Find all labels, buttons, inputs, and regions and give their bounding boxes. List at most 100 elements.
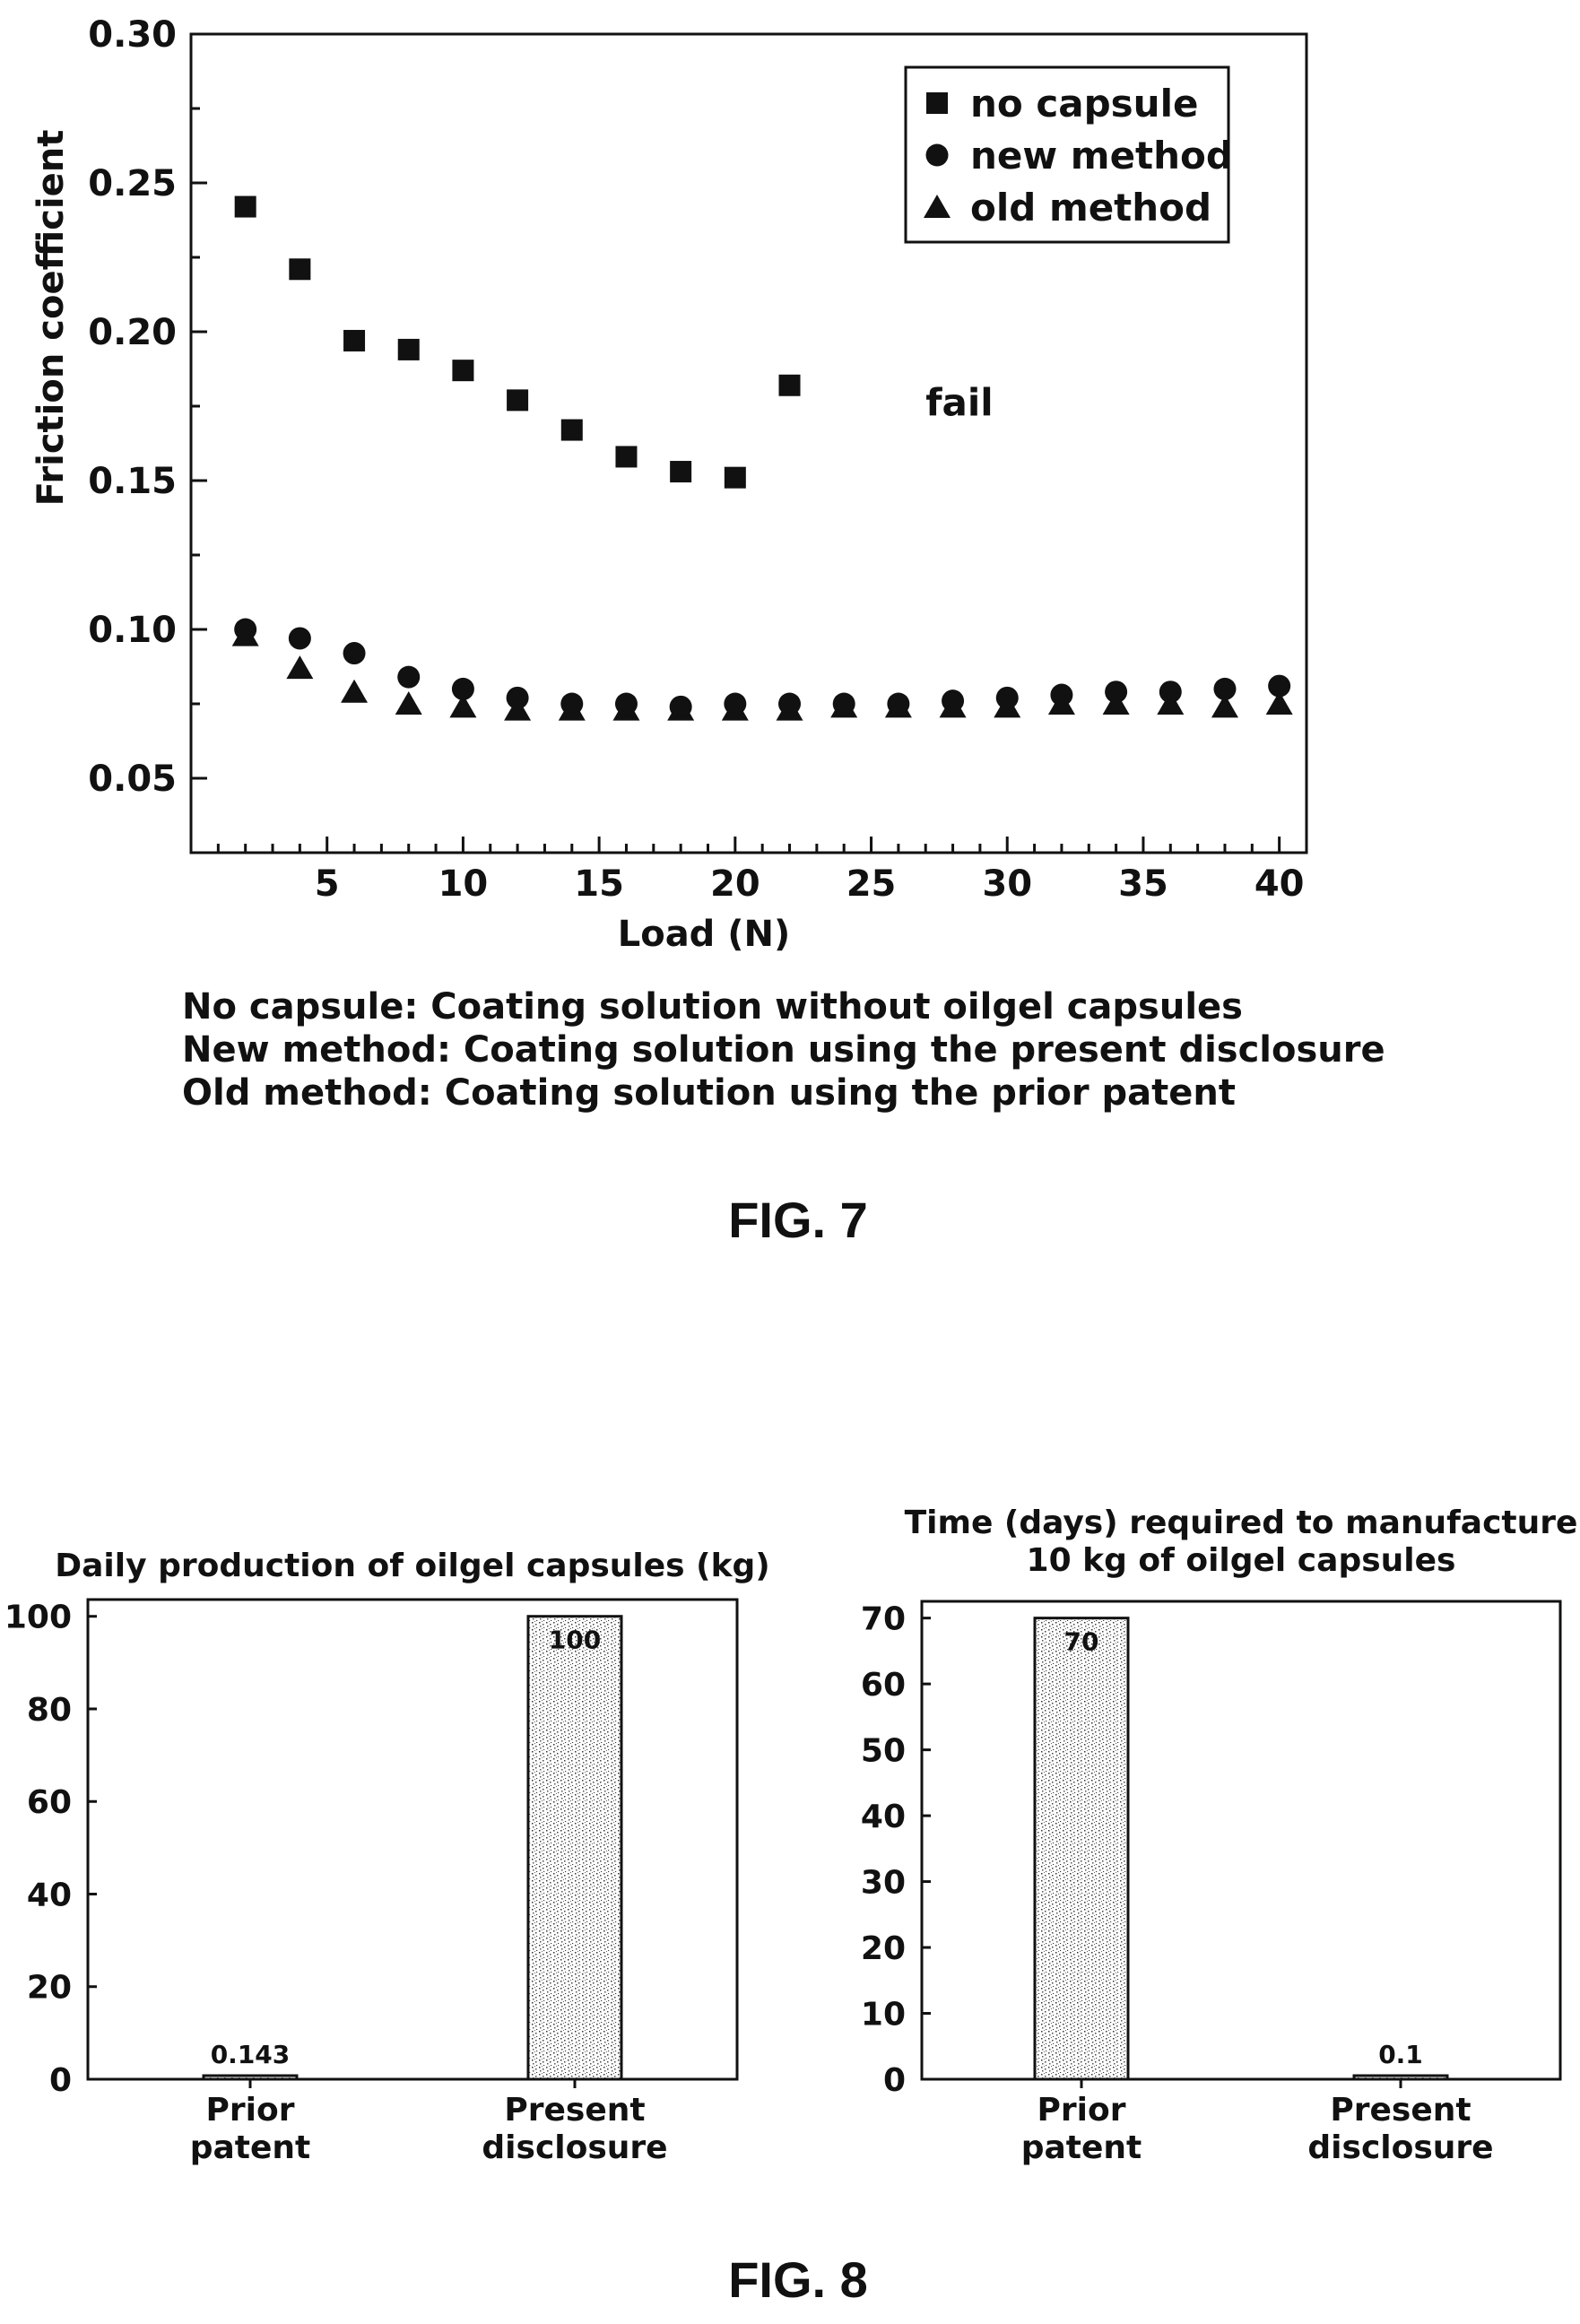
point-circle (343, 642, 366, 665)
point-circle (288, 627, 311, 650)
y-tick-label: 50 (861, 1733, 906, 1770)
chart-title: Time (days) required to manufacture (905, 1505, 1578, 1541)
category-label: patent (1021, 2129, 1142, 2166)
series-old-method (231, 622, 1293, 721)
chart-title: Daily production of oilgel capsules (kg) (55, 1548, 769, 1584)
fig8-daily-production-bar-chart: Daily production of oilgel capsules (kg)… (4, 1548, 770, 2166)
y-tick-label: 0.30 (88, 14, 177, 56)
category-label: Present (504, 2092, 645, 2129)
point-circle (1213, 677, 1237, 700)
point-circle (832, 692, 855, 715)
point-square (507, 389, 529, 412)
fig8-caption: FIG. 8 (728, 2251, 868, 2308)
chart-title: 10 kg of oilgel capsules (1027, 1542, 1456, 1579)
fig7-note-new-method: New method: Coating solution using the p… (182, 1029, 1385, 1071)
fail-annotation: fail (925, 381, 993, 425)
point-circle (1268, 674, 1291, 698)
point-circle (778, 692, 802, 715)
y-tick-label: 0.25 (88, 163, 177, 204)
plot-frame (920, 1600, 1562, 2081)
y-tick-label: 0 (49, 2062, 72, 2099)
y-tick-label: 0.15 (88, 461, 177, 502)
y-tick-label: 80 (27, 1692, 72, 1729)
legend-marker-square (926, 92, 948, 114)
legend-label: old method (970, 186, 1211, 230)
point-circle (942, 689, 965, 713)
series-new-method (234, 618, 1291, 718)
x-tick-label: 5 (315, 863, 340, 905)
y-tick-label: 0.05 (88, 759, 177, 800)
point-square (397, 338, 420, 360)
point-square (452, 360, 474, 382)
point-circle (234, 618, 257, 641)
point-triangle (1211, 694, 1238, 718)
category-label: Prior (206, 2092, 295, 2129)
y-tick-label: 0 (883, 2062, 906, 2099)
x-tick-label: 15 (574, 863, 624, 905)
bar-value-label: 0.143 (211, 2040, 291, 2069)
point-square (343, 329, 366, 351)
plot-frame (86, 1598, 739, 2081)
point-square (670, 461, 692, 483)
y-axis-label: Friction coefficient (30, 130, 72, 507)
series-no-capsule (234, 195, 801, 489)
bar-value-label: 70 (1064, 1627, 1099, 1657)
fig7-note-no-capsule: No capsule: Coating solution without oil… (182, 986, 1243, 1028)
point-square (289, 258, 311, 281)
legend-label: no capsule (970, 82, 1198, 126)
fig7-caption: FIG. 7 (728, 1192, 868, 1248)
legend-marker-triangle (924, 195, 951, 218)
bar (526, 1615, 623, 2081)
point-circle (1050, 683, 1073, 707)
point-triangle (341, 679, 369, 703)
point-circle (1105, 681, 1128, 704)
point-circle (451, 677, 474, 700)
y-tick-label: 0.20 (88, 312, 177, 353)
category-label: patent (190, 2129, 311, 2166)
category-label: disclosure (482, 2129, 667, 2166)
point-square (615, 446, 638, 468)
bar-value-label: 0.1 (1378, 2040, 1423, 2069)
x-tick-label: 20 (710, 863, 760, 905)
category-label: disclosure (1307, 2129, 1493, 2166)
point-circle (887, 692, 910, 715)
y-tick-label: 60 (861, 1667, 906, 1704)
legend-marker-circle (925, 143, 949, 167)
x-axis-label: Load (N) (618, 914, 791, 955)
y-tick-label: 60 (27, 1784, 72, 1821)
point-triangle (395, 691, 422, 715)
y-tick-label: 40 (27, 1877, 72, 1913)
x-tick-label: 40 (1254, 863, 1305, 905)
point-circle (995, 686, 1019, 709)
y-tick-label: 100 (4, 1600, 72, 1636)
point-triangle (449, 694, 477, 718)
x-tick-label: 10 (438, 863, 489, 905)
point-circle (560, 692, 584, 715)
bar (1352, 2074, 1449, 2081)
category-label: Present (1330, 2092, 1471, 2129)
bar (1033, 1617, 1130, 2081)
bar-value-label: 100 (549, 1626, 601, 1655)
x-tick-label: 30 (982, 863, 1032, 905)
point-square (560, 419, 583, 441)
x-tick-label: 35 (1118, 863, 1168, 905)
y-tick-label: 30 (861, 1865, 906, 1902)
point-circle (397, 665, 421, 689)
y-tick-label: 10 (861, 1997, 906, 2034)
point-square (234, 195, 256, 218)
point-circle (724, 692, 747, 715)
point-circle (506, 686, 529, 709)
point-circle (614, 692, 638, 715)
point-triangle (286, 655, 314, 680)
point-circle (669, 695, 692, 718)
legend-box (904, 65, 1230, 244)
y-tick-label: 70 (861, 1601, 906, 1638)
legend-label: new method (970, 134, 1233, 178)
fig7-scatter-chart: 0.05 0.10 0.15 0.20 0.25 0.30 5 10 15 20 25 30 35 40 L… (30, 14, 1308, 955)
legend: no capsule new method old method (904, 65, 1233, 244)
point-square (778, 374, 801, 396)
y-tick-label: 0.10 (88, 610, 177, 651)
bar (202, 2074, 299, 2081)
